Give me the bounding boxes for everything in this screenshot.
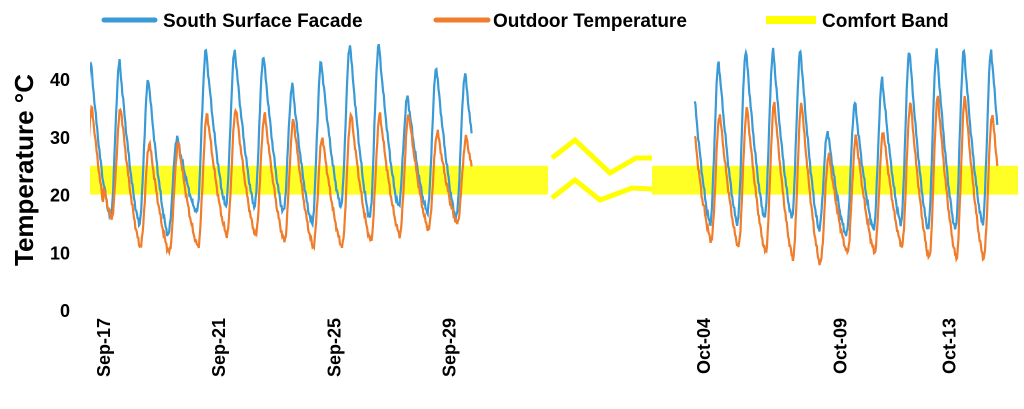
legend-label-comfort: Comfort Band (822, 11, 949, 32)
x-tick-Oct-13: Oct-13 (939, 318, 959, 374)
south-facade-line-seg-2 (693, 47, 999, 237)
y-axis-label: Temperature °C (9, 74, 39, 266)
legend-label-south: South Surface Facade (163, 11, 363, 32)
y-tick-40: 40 (50, 70, 70, 90)
x-tick-Oct-09: Oct-09 (830, 318, 850, 374)
south-facade-line-seg-1 (90, 43, 473, 237)
x-tick-Sep-17: Sep-17 (94, 318, 114, 377)
y-tick-30: 30 (50, 128, 70, 148)
x-tick-Oct-04: Oct-04 (694, 318, 714, 374)
series-lines (90, 43, 999, 266)
legend: South Surface Facade Outdoor Temperature… (101, 11, 949, 32)
x-tick-Sep-25: Sep-25 (324, 318, 344, 377)
y-axis-ticks: 0 10 20 30 40 (50, 70, 70, 321)
y-tick-10: 10 (50, 243, 70, 263)
axis-break-marker (550, 136, 653, 203)
outdoor-temp-line-seg-2 (693, 95, 999, 266)
y-tick-0: 0 (60, 301, 70, 321)
break-zigzag-bottom (550, 176, 653, 203)
legend-label-outdoor: Outdoor Temperature (493, 11, 687, 32)
x-tick-Sep-21: Sep-21 (209, 318, 229, 377)
x-axis-ticks: Sep-17 Sep-21 Sep-25 Sep-29 Oct-04 Oct-09 Oct-… (94, 318, 959, 377)
break-zigzag-top (550, 136, 652, 177)
y-tick-20: 20 (50, 186, 70, 206)
x-tick-Sep-29: Sep-29 (440, 318, 460, 377)
outdoor-temp-line-seg-1 (90, 104, 473, 257)
